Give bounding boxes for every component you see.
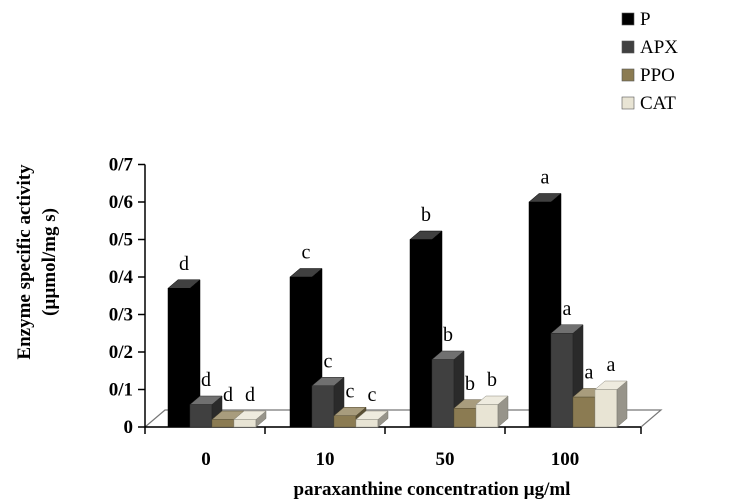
- y-tick-label: 0/7: [109, 155, 134, 176]
- x-tick-label: 100: [551, 449, 580, 470]
- significance-label: d: [245, 384, 255, 406]
- legend-item-cat: CAT: [621, 93, 676, 114]
- bar-cat-50: [475, 395, 509, 428]
- legend-swatch: [621, 68, 635, 82]
- x-axis-title: paraxanthine concentration µg/ml: [294, 479, 571, 500]
- legend-label: CAT: [640, 93, 676, 114]
- x-tick-label: 50: [436, 449, 455, 470]
- significance-label: b: [421, 204, 431, 226]
- significance-label: a: [585, 362, 594, 384]
- significance-label: b: [443, 324, 453, 346]
- significance-label: d: [223, 384, 233, 406]
- legend-item-p: P: [621, 9, 651, 30]
- y-tick-label: 0/2: [109, 342, 133, 363]
- y-tick-label: 0/5: [109, 230, 133, 251]
- legend-label: PPO: [640, 65, 675, 86]
- y-tick-label: 0: [124, 417, 134, 438]
- y-tick-label: 0/4: [109, 267, 134, 288]
- significance-label: a: [541, 167, 550, 189]
- y-tick-label: 0/1: [109, 380, 133, 401]
- legend-item-apx: APX: [621, 37, 678, 58]
- significance-label: c: [324, 350, 333, 372]
- significance-label: c: [368, 384, 377, 406]
- significance-label: c: [346, 380, 355, 402]
- y-tick-label: 0/3: [109, 305, 133, 326]
- significance-label: d: [201, 369, 211, 391]
- significance-label: a: [563, 298, 572, 320]
- y-axis-unit: (µµmol/mg s): [39, 208, 60, 316]
- bar-cat-10: [355, 410, 389, 428]
- legend-swatch: [621, 12, 635, 26]
- bar-cat-0: [233, 410, 267, 428]
- significance-label: a: [607, 354, 616, 376]
- bar-cat-100: [594, 380, 628, 428]
- x-tick-label: 10: [316, 449, 335, 470]
- x-tick-label: 0: [201, 449, 211, 470]
- legend-swatch: [621, 96, 635, 110]
- significance-label: b: [465, 373, 475, 395]
- bar-p-0: [167, 279, 201, 428]
- legend-swatch: [621, 40, 635, 54]
- legend-label: APX: [640, 37, 678, 58]
- significance-label: c: [302, 242, 311, 264]
- y-tick-label: 0/6: [109, 192, 133, 213]
- legend-label: P: [640, 9, 651, 30]
- significance-label: b: [487, 369, 497, 391]
- y-axis-title: Enzyme specific activity: [14, 164, 35, 360]
- legend-item-ppo: PPO: [621, 65, 675, 86]
- significance-label: d: [179, 253, 189, 275]
